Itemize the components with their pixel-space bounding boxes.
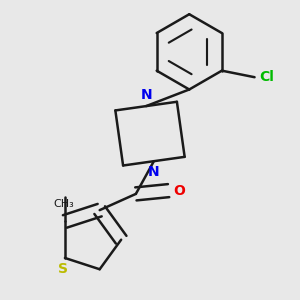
Text: O: O (173, 184, 185, 198)
Text: N: N (140, 88, 152, 102)
Text: N: N (148, 165, 160, 179)
Text: Cl: Cl (260, 70, 274, 84)
Text: S: S (58, 262, 68, 276)
Text: CH₃: CH₃ (53, 199, 74, 208)
